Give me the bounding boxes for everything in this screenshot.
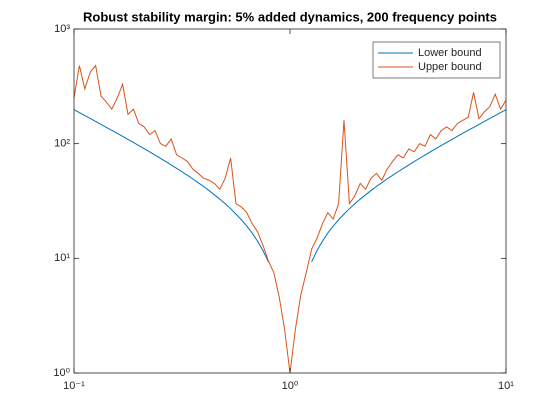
legend-label: Lower bound — [418, 47, 482, 59]
y-tick-label: 10² — [54, 138, 70, 150]
series-line — [73, 109, 507, 263]
legend-box — [372, 41, 501, 79]
x-tick-label: 10⁻¹ — [63, 380, 85, 392]
chart-title: Robust stability margin: 5% added dynami… — [83, 9, 497, 24]
legend: Lower bound Upper bound — [372, 41, 501, 79]
x-tick-label: 10⁰ — [282, 380, 299, 392]
x-tick-label: 10¹ — [498, 380, 514, 392]
y-tick-label: 10⁰ — [53, 367, 70, 379]
legend-label: Upper bound — [418, 61, 482, 73]
y-tick-label: 10³ — [54, 23, 70, 35]
y-tick-label: 10¹ — [54, 252, 70, 264]
plot-area — [74, 29, 506, 373]
